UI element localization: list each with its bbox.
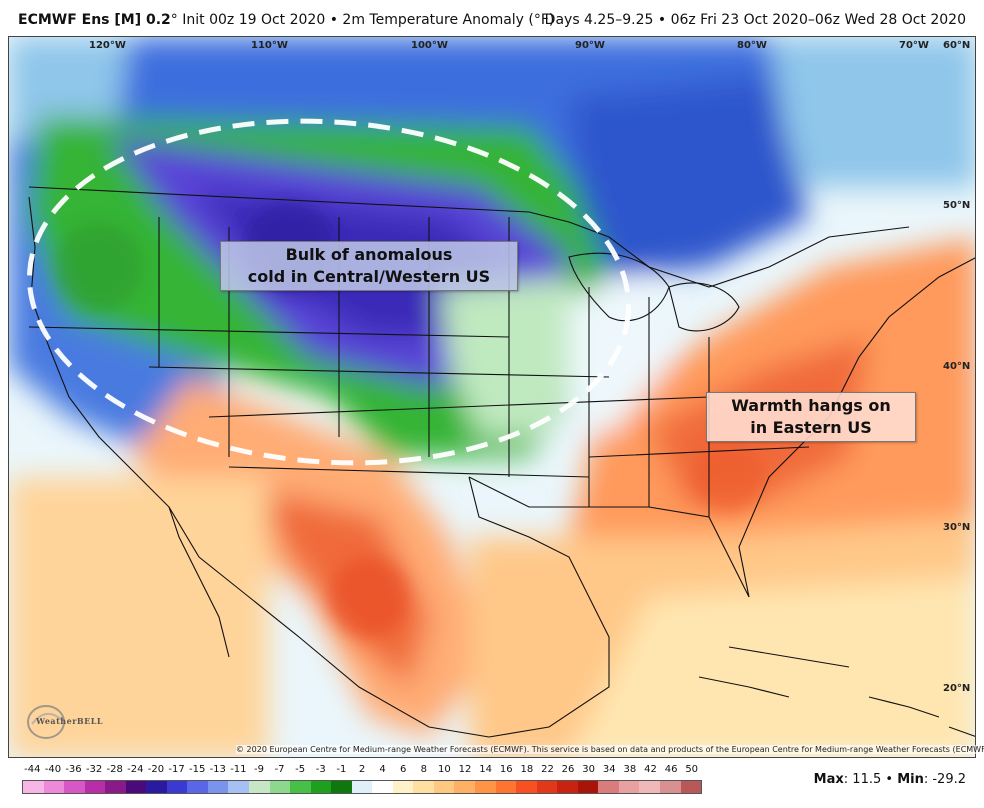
product-name: 2m Temperature Anomaly (°F) (342, 12, 555, 28)
legend-swatch (331, 781, 352, 793)
legend-tick-label: 42 (644, 764, 657, 775)
legend-tick-label: -20 (147, 764, 165, 775)
lon-label-70w: 70°W (899, 40, 929, 51)
legend-tick-label: -5 (295, 764, 306, 775)
map-title: ECMWF Ens [M] 0.2° Init 00z 19 Oct 2020 … (18, 12, 555, 28)
lat-label-20n: 20°N (943, 683, 971, 694)
legend-tick-label: -9 (253, 764, 264, 775)
legend-swatch (351, 781, 373, 793)
legend-tick-label: -13 (209, 764, 226, 775)
legend-swatch (639, 781, 660, 793)
legend-swatch (475, 781, 496, 793)
legend-swatch (516, 781, 537, 793)
legend-swatch (433, 781, 455, 793)
legend-tick-label: 34 (602, 764, 616, 775)
cold-annotation: Bulk of anomalous cold in Central/Wester… (220, 241, 518, 291)
color-legend: -44 -40 -36 -32 -28 -24 -20 -17 -15 -13 -11 -9 -7 -5-… (22, 764, 702, 804)
legend-swatch (618, 781, 640, 793)
init-time: Init 00z 19 Oct 2020 (182, 12, 326, 28)
logo-text: WeatherBELL (36, 716, 104, 726)
legend-tick-label: -40 (44, 764, 62, 775)
legend-tick-label: 30 (582, 764, 596, 775)
legend-tick-label: -1 (336, 764, 347, 775)
legend-swatch (557, 781, 578, 793)
legend-tick-label: -28 (106, 764, 123, 775)
lat-label-60n: 60°N (943, 40, 971, 51)
legend-swatch (125, 781, 147, 793)
legend-swatch (146, 781, 167, 793)
min-value: : -29.2 (923, 772, 966, 787)
legend-swatch (680, 781, 702, 793)
legend-tick-label: -24 (127, 764, 144, 775)
legend-tick-label: 50 (685, 764, 699, 775)
legend-swatch (187, 781, 208, 793)
legend-swatch (166, 781, 188, 793)
title-bar: ECMWF Ens [M] 0.2° Init 00z 19 Oct 2020 … (0, 0, 984, 36)
legend-swatch (392, 781, 414, 793)
legend-tick-label: -36 (65, 764, 82, 775)
lat-label-50n: 50°N (943, 200, 971, 211)
legend-tick-label: -3 (315, 764, 326, 775)
legend-tick-label: 4 (379, 764, 386, 775)
legend-swatch (413, 781, 434, 793)
legend-tick-label: 10 (438, 764, 451, 775)
legend-tick-label: -15 (188, 764, 206, 775)
max-value: : 11.5 (843, 772, 882, 787)
weatherbell-logo (27, 705, 65, 739)
legend-tick-label: 16 (499, 764, 513, 775)
legend-swatch (310, 781, 332, 793)
legend-swatch (577, 781, 599, 793)
legend-labels: -44 -40 -36 -32 -28 -24 -20 -17 -15 -13 -11 -9 -7 -5-… (22, 764, 702, 778)
legend-swatch (84, 781, 106, 793)
warm-annotation: Warmth hangs on in Eastern US (706, 392, 916, 442)
legend-tick-label: -17 (168, 764, 185, 775)
legend-tick-label: 38 (623, 764, 637, 775)
copyright-notice: © 2020 European Centre for Medium-range … (236, 745, 984, 754)
legend-bar (22, 780, 702, 794)
lon-label-80w: 80°W (737, 40, 767, 51)
legend-tick-label: 2 (358, 764, 366, 775)
lat-label-30n: 30°N (943, 522, 971, 533)
legend-tick-label: 6 (400, 764, 407, 775)
legend-tick-label: 22 (541, 764, 554, 775)
legend-tick-label: 26 (561, 764, 575, 775)
legend-swatch (290, 781, 311, 793)
legend-swatch (495, 781, 517, 793)
legend-swatch (207, 781, 229, 793)
legend-swatch (269, 781, 291, 793)
legend-swatch (372, 781, 393, 793)
legend-swatch (659, 781, 681, 793)
valid-period: Days 4.25–9.25 • 06z Fri 23 Oct 2020–06z… (544, 12, 966, 28)
legend-swatch (249, 781, 270, 793)
legend-swatch (23, 781, 44, 793)
lat-label-40n: 40°N (943, 361, 971, 372)
legend-tick-label: -11 (230, 764, 247, 775)
legend-swatch (43, 781, 65, 793)
legend-swatch (536, 781, 558, 793)
max-min-stats: Max: 11.5 • Min: -29.2 (813, 772, 966, 787)
temperature-anomaly-map[interactable]: 120°W 110°W 100°W 90°W 80°W 70°W 60°N 50… (8, 36, 976, 758)
lon-label-110w: 110°W (251, 40, 288, 51)
legend-tick-label: 14 (479, 764, 492, 775)
legend-tick-label: -44 (24, 764, 41, 775)
legend-swatch (64, 781, 85, 793)
legend-tick-label: -7 (274, 764, 285, 775)
lon-label-100w: 100°W (411, 40, 448, 51)
lon-label-120w: 120°W (89, 40, 126, 51)
legend-tick-label: 18 (520, 764, 534, 775)
legend-swatch (598, 781, 619, 793)
legend-swatch (228, 781, 250, 793)
legend-tick-label: 46 (664, 764, 678, 775)
legend-tick-label: 12 (458, 764, 472, 775)
model-name: ECMWF Ens [M] 0.2 (18, 12, 171, 28)
map-canvas (9, 37, 975, 757)
legend-swatch (454, 781, 476, 793)
legend-tick-label: -32 (85, 764, 103, 775)
legend-tick-label: 8 (420, 764, 427, 775)
legend-swatch (105, 781, 126, 793)
lon-label-90w: 90°W (575, 40, 605, 51)
